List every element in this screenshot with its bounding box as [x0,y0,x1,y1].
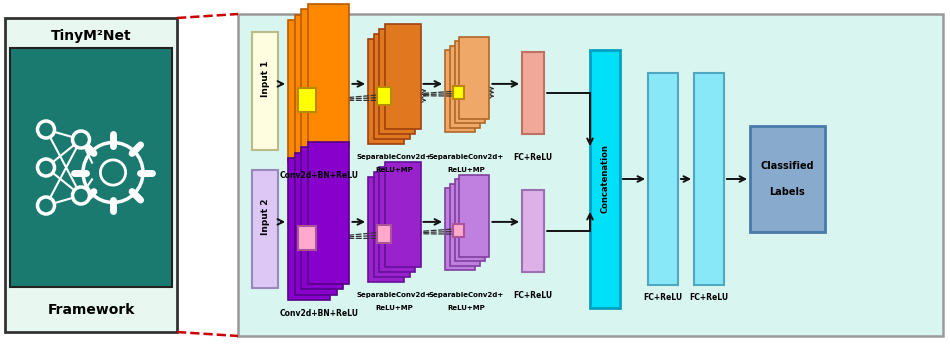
Text: ReLU+MP: ReLU+MP [375,305,413,311]
FancyBboxPatch shape [252,32,278,150]
Text: FC+ReLU: FC+ReLU [513,153,553,161]
FancyBboxPatch shape [294,14,336,156]
FancyBboxPatch shape [368,39,404,144]
Text: SeparableConv2d+: SeparableConv2d+ [356,292,431,298]
FancyBboxPatch shape [377,86,391,105]
FancyBboxPatch shape [460,37,489,119]
Text: SeparableConv2d+: SeparableConv2d+ [356,154,431,160]
Circle shape [37,197,54,214]
FancyBboxPatch shape [590,50,620,308]
Text: Classified: Classified [761,161,814,171]
FancyBboxPatch shape [648,73,678,285]
FancyBboxPatch shape [238,14,943,336]
FancyBboxPatch shape [379,167,415,272]
FancyBboxPatch shape [368,177,404,282]
FancyBboxPatch shape [10,48,172,287]
FancyBboxPatch shape [449,46,480,128]
Text: ReLU+MP: ReLU+MP [447,305,484,311]
FancyBboxPatch shape [455,41,484,124]
Text: ReLU+MP: ReLU+MP [447,167,484,173]
FancyBboxPatch shape [308,4,350,146]
FancyBboxPatch shape [379,29,415,134]
FancyBboxPatch shape [252,170,278,288]
FancyBboxPatch shape [455,180,484,261]
FancyBboxPatch shape [294,153,336,294]
FancyBboxPatch shape [377,224,391,243]
FancyBboxPatch shape [298,226,316,250]
FancyBboxPatch shape [301,147,343,289]
FancyBboxPatch shape [750,126,825,231]
Text: Concatenation: Concatenation [600,145,610,214]
FancyBboxPatch shape [460,175,489,257]
Circle shape [72,187,89,204]
Text: Labels: Labels [770,187,806,197]
Text: ReLU+MP: ReLU+MP [375,167,413,173]
FancyBboxPatch shape [373,34,409,139]
Text: TinyM²Net: TinyM²Net [50,29,131,43]
FancyBboxPatch shape [385,162,421,267]
FancyBboxPatch shape [522,52,544,134]
FancyBboxPatch shape [373,172,409,277]
FancyBboxPatch shape [288,20,330,162]
Circle shape [72,131,89,148]
FancyBboxPatch shape [288,158,330,300]
FancyBboxPatch shape [453,86,464,99]
FancyBboxPatch shape [449,184,480,266]
Text: SeparableConv2d+: SeparableConv2d+ [428,154,504,160]
Text: Conv2d+BN+ReLU: Conv2d+BN+ReLU [279,170,358,180]
Circle shape [37,159,54,176]
Text: FC+ReLU: FC+ReLU [643,294,682,302]
FancyBboxPatch shape [445,50,475,132]
FancyBboxPatch shape [5,18,177,332]
FancyBboxPatch shape [298,88,316,112]
FancyBboxPatch shape [453,224,464,237]
FancyBboxPatch shape [385,24,421,129]
FancyBboxPatch shape [445,188,475,270]
Circle shape [37,121,54,138]
FancyBboxPatch shape [694,73,724,285]
Text: Input 2: Input 2 [260,199,270,235]
FancyBboxPatch shape [522,190,544,272]
Text: FC+ReLU: FC+ReLU [690,294,729,302]
Text: Framework: Framework [48,303,135,317]
Text: Conv2d+BN+ReLU: Conv2d+BN+ReLU [279,308,358,317]
Text: SeparableConv2d+: SeparableConv2d+ [428,292,504,298]
FancyBboxPatch shape [308,141,350,284]
Text: FC+ReLU: FC+ReLU [513,290,553,300]
FancyBboxPatch shape [301,9,343,151]
Text: Input 1: Input 1 [260,61,270,97]
